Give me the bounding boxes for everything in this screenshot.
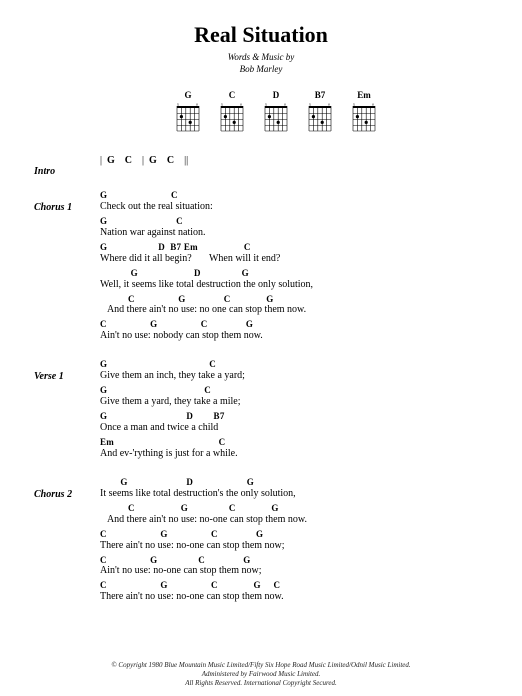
chord-row: G C (100, 386, 488, 396)
chord-row: Em C (100, 438, 488, 448)
svg-text:x: x (309, 103, 311, 107)
chord-diagram-name: G (184, 90, 191, 100)
lyric-row: And there ain't no use: no one can stop … (100, 304, 488, 316)
line-pair: C G C G CThere ain't no use: no-one can … (100, 581, 488, 603)
lyric-row: Check out the real situation: (100, 201, 488, 213)
lyric-row: Well, it seems like total destruction th… (100, 279, 488, 291)
lyric-row: There ain't no use: no-one can stop them… (100, 591, 488, 603)
chord-row: G C (100, 191, 488, 201)
line-pair: Em CAnd ev-'rything is just for a while. (100, 438, 488, 460)
line-pair: G D GWell, it seems like total destructi… (100, 269, 488, 291)
lyric-row: And there ain't no use: no-one can stop … (100, 514, 488, 526)
line-pair: C G C GAin't no use: nobody can stop the… (100, 320, 488, 342)
line-pair: G D B7Once a man and twice a child (100, 412, 488, 434)
section: Chorus 1G CCheck out the real situation:… (34, 191, 488, 346)
fretboard-icon: xo (307, 103, 333, 133)
lyric-row: Ain't no use: no-one can stop them now; (100, 565, 488, 577)
svg-text:o: o (328, 103, 330, 107)
chord-row: G C (100, 217, 488, 227)
section-label: Intro (34, 155, 100, 177)
byline: Words & Music by (34, 52, 488, 62)
line-pair: C G C G And there ain't no use: no-one c… (100, 504, 488, 526)
chord-row: G D B7 (100, 412, 488, 422)
svg-text:o: o (372, 103, 374, 107)
section: Chorus 2 G D GIt seems like total destru… (34, 478, 488, 607)
lyric-row: Give them an inch, they take a yard; (100, 370, 488, 382)
line-pair: G CGive them a yard, they take a mile; (100, 386, 488, 408)
section-body: G CGive them an inch, they take a yard;G… (100, 360, 488, 464)
section-label: Chorus 1 (34, 191, 100, 346)
fretboard-icon: xo (175, 103, 201, 133)
lyric-row: Where did it all begin? When will it end… (100, 253, 488, 265)
line-pair: G CNation war against nation. (100, 217, 488, 239)
copyright: © Copyright 1980 Blue Mountain Music Lim… (0, 661, 522, 688)
chord-diagram-name: C (229, 90, 236, 100)
line-pair: C G C G And there ain't no use: no one c… (100, 295, 488, 317)
line-pair: G CCheck out the real situation: (100, 191, 488, 213)
chord-diagram-name: Em (357, 90, 371, 100)
line-pair: G CGive them an inch, they take a yard; (100, 360, 488, 382)
lyric-row: Nation war against nation. (100, 227, 488, 239)
section-label: Chorus 2 (34, 478, 100, 607)
svg-text:o: o (240, 103, 242, 107)
copyright-line: Administered by Fairwood Music Limited. (0, 670, 522, 679)
chord-row: G D B7 Em C (100, 243, 488, 253)
line-pair: C G C GAin't no use: no-one can stop the… (100, 556, 488, 578)
svg-text:o: o (284, 103, 286, 107)
line-pair: G D B7 Em CWhere did it all begin? When … (100, 243, 488, 265)
chord-row: C G C G (100, 295, 488, 305)
chord-row: C G C G (100, 556, 488, 566)
lyric-row: And ev-'rything is just for a while. (100, 448, 488, 460)
section-label: Verse 1 (34, 360, 100, 464)
section: Intro| G C | G C || (34, 155, 488, 177)
section: Verse 1G CGive them an inch, they take a… (34, 360, 488, 464)
chord-diagram: Dxo (263, 90, 289, 133)
chord-diagram: Emxo (351, 90, 377, 133)
lyric-row: Ain't no use: nobody can stop them now. (100, 330, 488, 342)
author: Bob Marley (34, 64, 488, 74)
lyric-row: It seems like total destruction's the on… (100, 488, 488, 500)
chord-row: C G C G (100, 320, 488, 330)
section-body: G D GIt seems like total destruction's t… (100, 478, 488, 607)
svg-text:x: x (221, 103, 223, 107)
song-title: Real Situation (34, 22, 488, 48)
svg-text:x: x (353, 103, 355, 107)
chord-diagram: Cxo (219, 90, 245, 133)
chord-row: G D G (100, 269, 488, 279)
chord-row: C G C G (100, 530, 488, 540)
chord-diagram: Gxo (175, 90, 201, 133)
lyric-row: Give them a yard, they take a mile; (100, 396, 488, 408)
intro-chords: | G C | G C || (100, 155, 488, 166)
chord-diagrams-row: GxoCxoDxoB7xoEmxo (34, 90, 488, 133)
copyright-line: All Rights Reserved. International Copyr… (0, 679, 522, 688)
section-body: | G C | G C || (100, 155, 488, 177)
fretboard-icon: xo (351, 103, 377, 133)
svg-text:o: o (196, 103, 198, 107)
chord-row: C G C G (100, 504, 488, 514)
fretboard-icon: xo (219, 103, 245, 133)
section-body: G CCheck out the real situation:G CNatio… (100, 191, 488, 346)
chord-row: G C (100, 360, 488, 370)
lyric-row: Once a man and twice a child (100, 422, 488, 434)
chord-row: C G C G C (100, 581, 488, 591)
lyric-row: There ain't no use: no-one can stop them… (100, 540, 488, 552)
svg-text:x: x (265, 103, 267, 107)
svg-text:x: x (177, 103, 179, 107)
chord-diagram-name: D (273, 90, 280, 100)
chord-row: G D G (100, 478, 488, 488)
fretboard-icon: xo (263, 103, 289, 133)
chord-diagram-name: B7 (315, 90, 326, 100)
copyright-line: © Copyright 1980 Blue Mountain Music Lim… (0, 661, 522, 670)
line-pair: C G C GThere ain't no use: no-one can st… (100, 530, 488, 552)
line-pair: G D GIt seems like total destruction's t… (100, 478, 488, 500)
chord-diagram: B7xo (307, 90, 333, 133)
